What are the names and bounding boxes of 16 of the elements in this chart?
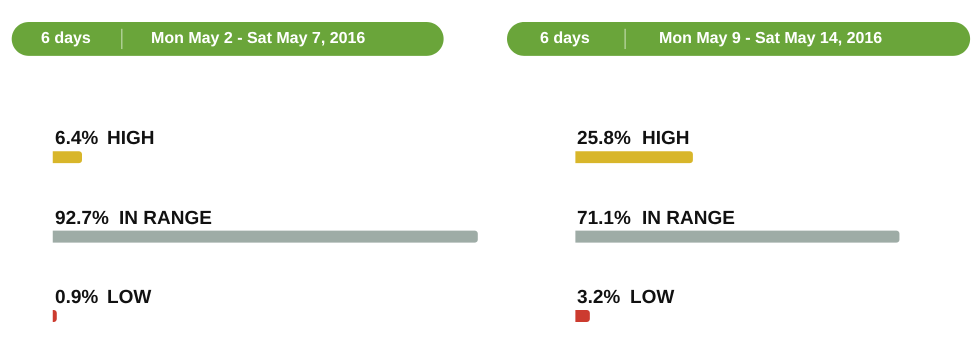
chart-title: Mon May 9 - Sat May 14, 2016 <box>659 30 882 47</box>
category-label: LOW <box>630 287 674 308</box>
data-label: 0.9% <box>55 287 98 308</box>
chart-subtitle: 6 days <box>41 30 91 47</box>
chart-subtitle: 6 days <box>540 30 590 47</box>
data-label: 71.1% <box>577 208 631 229</box>
category-label: IN RANGE <box>642 208 735 229</box>
chart-title: Mon May 2 - Sat May 7, 2016 <box>151 30 366 47</box>
data-label: 92.7% <box>55 208 109 229</box>
data-label: 6.4% <box>55 128 98 149</box>
category-label: HIGH <box>107 128 154 149</box>
category-label: IN RANGE <box>119 208 212 229</box>
data-label: 25.8% <box>577 128 631 149</box>
category-label: HIGH <box>642 128 690 149</box>
data-label: 3.2% <box>577 287 620 308</box>
category-label: LOW <box>107 287 152 308</box>
